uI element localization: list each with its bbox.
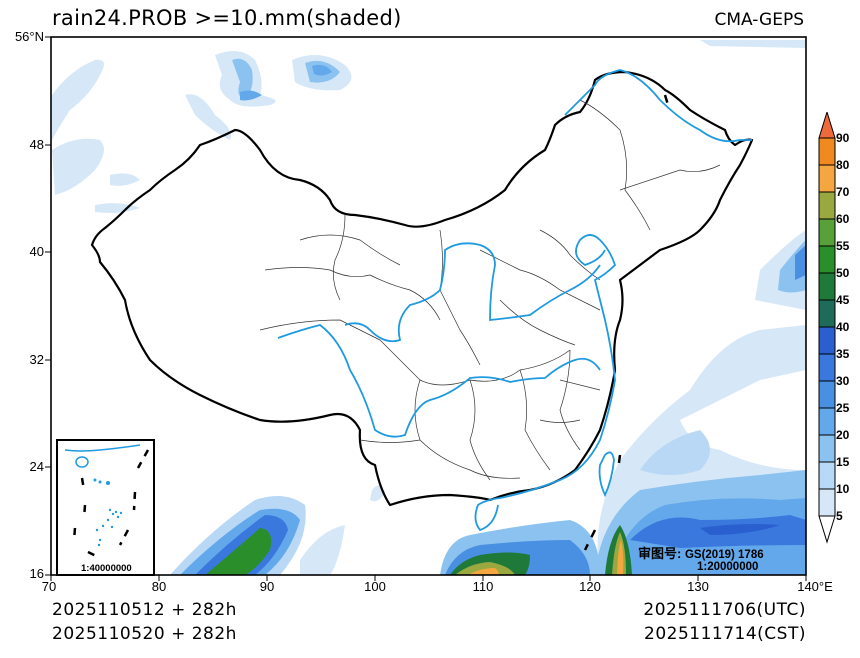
colorbar-label-5: 5 xyxy=(836,509,843,523)
x-tick-140: 140°E xyxy=(797,579,833,594)
y-tick-24: 24 xyxy=(29,459,44,474)
colorbar-label-55: 55 xyxy=(836,239,850,253)
approval-code: GS(2019) 1786 xyxy=(684,549,764,561)
colorbar-label-30: 30 xyxy=(836,374,850,388)
inset-scale: 1:40000000 xyxy=(81,563,132,574)
colorbar-label-80: 80 xyxy=(836,158,850,172)
x-tick-100: 100 xyxy=(364,579,386,594)
province-borders xyxy=(259,99,721,481)
model-label: CMA-GEPS xyxy=(714,10,804,30)
map-approval-number: 审图号: GS(2019) 1786 xyxy=(638,543,764,562)
colorbar-label-35: 35 xyxy=(836,347,850,361)
x-tick-90: 90 xyxy=(259,579,275,594)
colorbar-label-15: 15 xyxy=(836,455,850,469)
y-tick-56: 56°N xyxy=(14,29,44,44)
plot-frame xyxy=(45,36,807,581)
approval-label: 审图号: xyxy=(638,546,682,561)
sea-boundary xyxy=(583,94,670,551)
x-tick-110: 110 xyxy=(472,579,494,594)
colorbar xyxy=(818,112,836,544)
colorbar-label-90: 90 xyxy=(836,131,850,145)
valid-time-cst: 2025111714(CST) xyxy=(644,624,806,644)
colorbar-label-10: 10 xyxy=(836,482,850,496)
init-time-utc: 2025110512 + 282h xyxy=(52,600,237,620)
map-scale: 1:20000000 xyxy=(697,561,759,573)
x-tick-80: 80 xyxy=(151,579,167,594)
colorbar-label-20: 20 xyxy=(836,428,850,442)
precip-shading xyxy=(52,40,806,575)
colorbar-label-45: 45 xyxy=(836,293,850,307)
colorbar-label-60: 60 xyxy=(836,212,850,226)
x-tick-70: 70 xyxy=(41,579,57,594)
y-tick-16: 16 xyxy=(29,566,44,581)
y-tick-40: 40 xyxy=(29,244,44,259)
x-tick-120: 120 xyxy=(579,579,601,594)
colorbar-label-25: 25 xyxy=(836,401,850,415)
valid-time-utc: 2025111706(UTC) xyxy=(643,600,806,620)
colorbar-label-50: 50 xyxy=(836,266,850,280)
y-tick-32: 32 xyxy=(29,352,44,367)
south-china-sea-inset xyxy=(56,439,155,576)
y-tick-48: 48 xyxy=(29,137,44,152)
x-tick-130: 130 xyxy=(687,579,709,594)
rivers-coastline xyxy=(277,69,752,532)
chart-title: rain24.PROB >=10.mm(shaded) xyxy=(52,6,402,30)
colorbar-label-70: 70 xyxy=(836,185,850,199)
colorbar-label-40: 40 xyxy=(836,320,850,334)
init-time-cst: 2025110520 + 282h xyxy=(52,624,237,644)
